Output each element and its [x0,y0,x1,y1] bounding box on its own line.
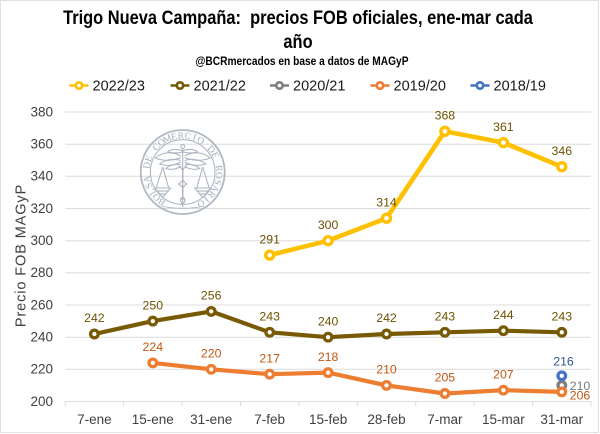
svg-text:31-mar: 31-mar [540,412,583,427]
svg-text:243: 243 [552,310,573,324]
svg-text:O: O [195,135,206,147]
svg-text:Precio FOB MAGyP: Precio FOB MAGyP [14,184,30,327]
svg-text:314: 314 [376,195,397,209]
svg-text:B: B [157,195,168,207]
svg-text:C: C [151,142,163,153]
svg-text:368: 368 [435,109,456,123]
svg-text:R: R [213,165,224,173]
svg-text:340: 340 [30,169,53,184]
svg-text:15-ene: 15-ene [132,412,174,427]
svg-text:7-mar: 7-mar [427,412,463,427]
svg-text:R: R [177,131,185,141]
svg-text:244: 244 [493,308,514,322]
svg-text:O: O [213,171,224,179]
svg-text:200: 200 [30,394,53,409]
svg-text:15-feb: 15-feb [309,412,347,427]
svg-text:291: 291 [259,232,280,246]
svg-text:320: 320 [30,201,53,216]
svg-text:2022/23: 2022/23 [93,78,145,94]
svg-text:2018/19: 2018/19 [494,78,546,94]
svg-text:7-ene: 7-ene [77,412,112,427]
svg-text:7-feb: 7-feb [254,412,285,427]
svg-text:224: 224 [143,340,164,354]
svg-text:206: 206 [570,389,591,403]
svg-text:I: I [191,133,197,143]
svg-text:210: 210 [376,363,397,377]
svg-text:280: 280 [30,265,53,280]
svg-text:S: S [144,181,155,190]
svg-text:300: 300 [30,233,53,248]
svg-text:242: 242 [84,311,105,325]
svg-text:I: I [201,194,210,204]
svg-text:220: 220 [30,362,53,377]
svg-text:31-ene: 31-ene [190,412,232,427]
svg-text:E: E [170,132,178,143]
svg-text:260: 260 [30,297,53,312]
svg-text:C: C [184,131,192,142]
svg-text:2020/21: 2020/21 [293,78,345,94]
svg-text:15-mar: 15-mar [482,412,525,427]
svg-text:R: R [204,188,216,200]
svg-text:D: D [142,161,153,170]
svg-text:A: A [208,183,220,194]
svg-text:207: 207 [493,367,514,381]
svg-text:28-feb: 28-feb [367,412,405,427]
svg-text:380: 380 [30,104,53,119]
svg-text:300: 300 [318,218,339,232]
svg-text:L: L [147,186,159,196]
svg-text:D: D [205,144,217,156]
svg-text:205: 205 [435,371,456,385]
svg-text:250: 250 [143,298,164,312]
svg-text:S: S [211,178,222,186]
svg-text:243: 243 [259,310,280,324]
svg-text:A: A [142,174,153,183]
svg-text:O: O [156,137,168,149]
svg-text:346: 346 [552,144,573,158]
svg-text:360: 360 [30,137,53,152]
svg-text:243: 243 [435,310,456,324]
svg-text:217: 217 [259,351,280,365]
svg-text:242: 242 [376,311,397,325]
svg-text:2021/22: 2021/22 [194,78,246,94]
svg-text:240: 240 [318,314,339,328]
svg-text:218: 218 [318,350,339,364]
svg-text:E: E [144,154,156,163]
svg-text:216: 216 [553,354,574,368]
svg-text:O: O [151,191,163,203]
svg-text:210: 210 [570,379,591,393]
svg-text:240: 240 [30,330,53,345]
svg-text:220: 220 [201,347,222,361]
svg-text:E: E [208,151,220,161]
svg-text:O: O [195,197,206,209]
svg-text:361: 361 [493,120,514,134]
svg-text:256: 256 [201,289,222,303]
svg-text:2019/20: 2019/20 [394,78,446,94]
